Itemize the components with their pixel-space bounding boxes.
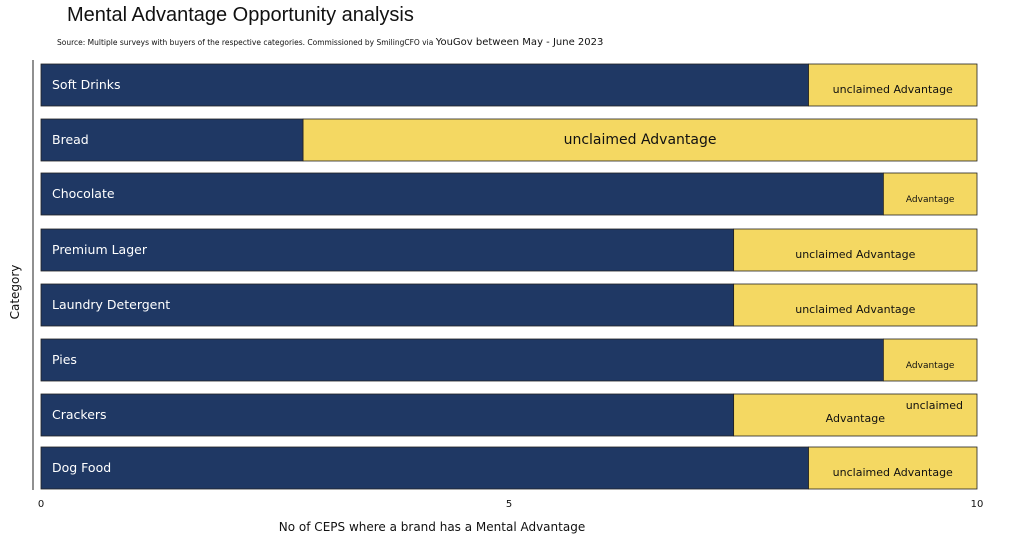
category-label: Laundry Detergent xyxy=(52,297,170,312)
x-tick-label: 5 xyxy=(506,499,512,510)
category-label: Crackers xyxy=(52,407,107,422)
bar-segment-pies-claimed xyxy=(40,338,884,382)
bar-group: Soft Drinks unclaimed Advantage Bread uncla… xyxy=(40,63,978,490)
x-tick-label: 0 xyxy=(38,499,44,510)
bar-segment-bread-unclaimed xyxy=(302,118,978,162)
chart-source-note: Source: Multiple surveys with buyers of … xyxy=(57,37,603,48)
segment-label-line-2: Advantage xyxy=(826,412,886,425)
bar-segment-chocolate-claimed xyxy=(40,172,884,216)
category-label: Pies xyxy=(52,352,77,367)
chart-title: Mental Advantage Opportunity analysis xyxy=(67,4,414,26)
bar-segment-laundry-detergent-unclaimed xyxy=(733,283,978,327)
segment-label: unclaimed Advantage xyxy=(833,83,953,96)
segment-label: unclaimed Advantage xyxy=(833,466,953,479)
bar-segment-crackers-unclaimed xyxy=(733,393,978,437)
segment-label: unclaimed Advantage xyxy=(795,303,915,316)
category-label: Premium Lager xyxy=(52,242,148,257)
bar-segment-dog-food-claimed xyxy=(40,446,809,490)
bar-segment-soft-drinks-claimed xyxy=(40,63,809,107)
x-axis-label: No of CEPS where a brand has a Mental Ad… xyxy=(278,520,586,534)
segment-label-line-1: unclaimed xyxy=(906,399,963,412)
category-label: Soft Drinks xyxy=(52,77,121,92)
bar-segment-soft-drinks-unclaimed xyxy=(808,63,978,107)
segment-label: unclaimed Advantage xyxy=(564,132,717,148)
source-prefix: Source: Multiple surveys with buyers of … xyxy=(57,38,436,47)
bar-segment-crackers-claimed xyxy=(40,393,735,437)
category-label: Chocolate xyxy=(52,186,115,201)
bar-segment-dog-food-unclaimed xyxy=(808,446,978,490)
x-tick-group: 0 5 10 xyxy=(38,499,984,510)
bar-segment-pies-unclaimed xyxy=(883,338,978,382)
category-label: Bread xyxy=(52,132,89,147)
segment-label: Advantage xyxy=(906,195,955,205)
source-suffix: YouGov between May - June 2023 xyxy=(435,37,604,48)
bar-segment-bread-claimed xyxy=(40,118,304,162)
segment-label: unclaimed Advantage xyxy=(795,248,915,261)
category-label: Dog Food xyxy=(52,460,111,475)
bar-segment-premium-lager-unclaimed xyxy=(733,228,978,272)
x-tick-label: 10 xyxy=(971,499,984,510)
bar-segment-chocolate-unclaimed xyxy=(883,172,978,216)
bar-segment-laundry-detergent-claimed xyxy=(40,283,735,327)
segment-label: Advantage xyxy=(906,361,955,371)
bar-segment-premium-lager-claimed xyxy=(40,228,735,272)
